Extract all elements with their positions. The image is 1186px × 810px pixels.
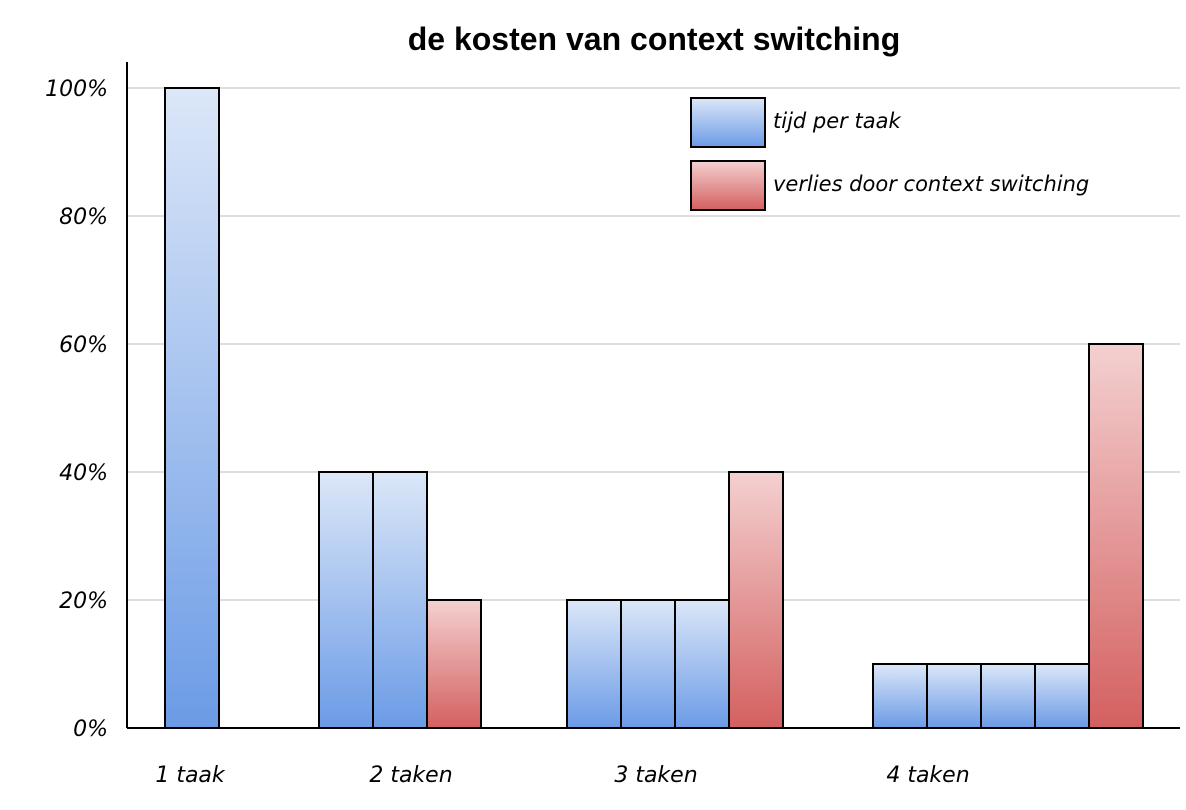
legend-label: verlies door context switching <box>773 172 1089 196</box>
y-tick-label: 60% <box>59 333 108 358</box>
legend-label: tijd per taak <box>773 109 901 133</box>
axes <box>126 62 1180 729</box>
chart-title: de kosten van context switching <box>408 21 901 57</box>
bar-verlies-context-switching <box>1088 343 1144 729</box>
legend: tijd per taak verlies door context switch… <box>690 97 1089 211</box>
y-tick-label: 80% <box>59 205 108 230</box>
y-tick-label: 100% <box>45 77 108 102</box>
y-tick-label: 40% <box>59 461 108 486</box>
bar-tijd-per-taak <box>872 663 928 729</box>
bar-tijd-per-taak <box>318 471 374 729</box>
category-label: 1 taak <box>155 763 226 788</box>
legend-swatch <box>690 160 766 211</box>
bar-tijd-per-taak <box>1034 663 1090 729</box>
bar-verlies-context-switching <box>728 471 784 729</box>
y-tick-label: 0% <box>73 717 108 742</box>
category-label: 2 taken <box>369 763 452 788</box>
bars <box>164 87 1144 729</box>
bar-verlies-context-switching <box>426 599 482 729</box>
gridlines <box>127 87 1180 601</box>
bar-tijd-per-taak <box>620 599 676 729</box>
y-tick-labels: 0% 20% 40% 60% 80% 100% <box>45 77 108 742</box>
bar-tijd-per-taak <box>372 471 428 729</box>
legend-swatch <box>690 97 766 148</box>
category-label: 3 taken <box>614 763 697 788</box>
bar-tijd-per-taak <box>566 599 622 729</box>
bar-tijd-per-taak <box>164 87 220 729</box>
bar-tijd-per-taak <box>926 663 982 729</box>
category-labels: 1 taak 2 taken 3 taken 4 taken <box>155 763 969 788</box>
bar-tijd-per-taak <box>674 599 730 729</box>
y-tick-label: 20% <box>59 589 108 614</box>
category-label: 4 taken <box>886 763 969 788</box>
bar-tijd-per-taak <box>980 663 1036 729</box>
